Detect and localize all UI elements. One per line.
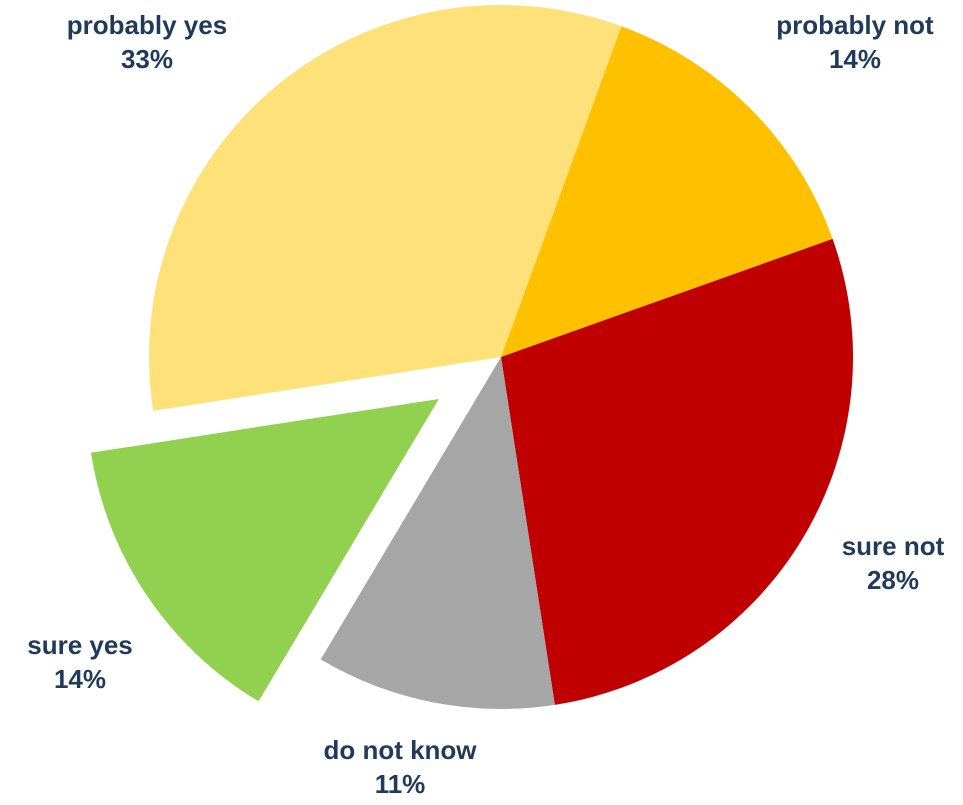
label-probably-not: probably not 14% (776, 8, 933, 76)
label-probably-yes-value: 33% (120, 44, 174, 74)
label-probably-not-name: probably not (776, 10, 934, 40)
slice-probably-yes (148, 4, 622, 411)
slice-sure-yes (90, 398, 439, 702)
label-sure-yes-name: sure yes (27, 630, 133, 660)
label-sure-yes-value: 14% (53, 664, 107, 694)
label-sure-not-name: sure not (841, 531, 945, 561)
label-probably-yes-name: probably yes (66, 10, 228, 40)
slice-probably-not (501, 26, 833, 357)
label-do-not-know: do not know 11% (323, 733, 476, 801)
label-sure-not-value: 28% (866, 565, 920, 595)
label-probably-not-value: 14% (828, 44, 882, 74)
slice-do-not-know (320, 357, 555, 709)
label-sure-not: sure not 28% (842, 529, 945, 597)
label-do-not-know-name: do not know (323, 735, 477, 765)
label-do-not-know-value: 11% (374, 769, 426, 799)
label-sure-yes: sure yes 14% (27, 628, 133, 696)
slice-sure-not (501, 238, 854, 705)
label-probably-yes: probably yes 33% (67, 8, 227, 76)
